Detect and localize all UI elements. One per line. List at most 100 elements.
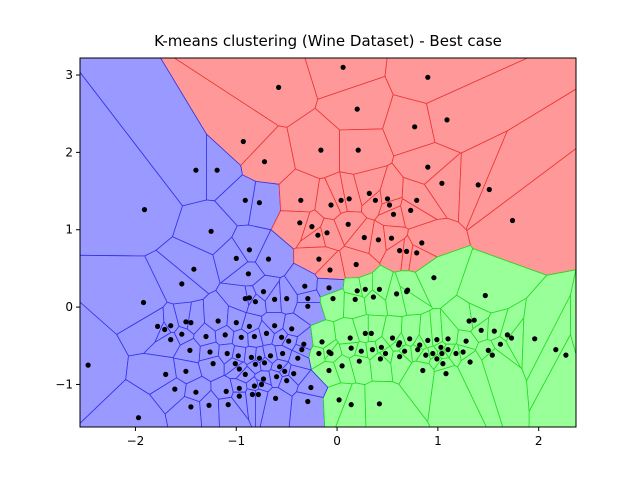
data-point <box>394 291 400 297</box>
data-point <box>336 397 342 403</box>
data-point <box>326 367 332 374</box>
data-point <box>345 221 351 227</box>
data-point <box>232 361 238 367</box>
data-point <box>460 349 466 355</box>
data-point <box>318 147 324 153</box>
data-point <box>277 364 283 370</box>
data-point <box>489 352 495 358</box>
x-tick-label: 2 <box>535 434 543 448</box>
data-point <box>497 341 503 347</box>
data-point <box>193 389 199 395</box>
data-point <box>261 159 268 165</box>
data-point <box>233 320 239 326</box>
data-point <box>485 347 491 353</box>
data-point <box>486 186 492 193</box>
data-point <box>208 228 214 234</box>
data-point <box>276 84 282 90</box>
data-point <box>242 296 248 302</box>
data-point <box>370 294 376 300</box>
data-point <box>162 326 168 333</box>
data-point <box>309 224 315 230</box>
data-point <box>272 296 278 302</box>
chart-title: K-means clustering (Wine Dataset) - Best… <box>154 32 502 50</box>
data-point <box>302 283 308 289</box>
data-point <box>508 335 515 341</box>
data-point <box>265 256 272 262</box>
voronoi-cell-green <box>390 350 413 385</box>
data-point <box>279 334 285 340</box>
data-point <box>439 180 445 186</box>
data-point <box>368 330 374 336</box>
data-point <box>348 402 354 408</box>
data-point <box>478 327 484 333</box>
data-point <box>396 342 402 348</box>
data-point <box>376 401 382 407</box>
data-point <box>246 247 252 253</box>
y-tick-label: 0 <box>65 300 73 314</box>
data-point <box>282 368 288 374</box>
data-point <box>404 289 410 295</box>
data-point <box>206 402 212 408</box>
voronoi-cell-green <box>457 350 504 427</box>
data-point <box>236 366 242 372</box>
data-point <box>348 345 354 351</box>
data-point <box>463 338 469 344</box>
data-point <box>425 74 431 80</box>
data-point <box>378 344 384 350</box>
data-point <box>353 261 359 268</box>
data-point <box>305 398 311 405</box>
data-point <box>434 337 440 343</box>
data-points <box>85 64 569 421</box>
data-point <box>376 286 382 292</box>
data-point <box>425 164 431 170</box>
x-tick-label: 0 <box>333 434 341 448</box>
data-point <box>439 350 445 357</box>
data-point <box>298 197 304 203</box>
data-point <box>183 319 189 325</box>
data-point <box>330 296 336 302</box>
data-point <box>358 348 364 354</box>
data-point <box>258 381 265 388</box>
data-point <box>491 328 497 334</box>
data-point <box>163 371 169 377</box>
data-point <box>362 330 368 336</box>
data-point <box>475 182 481 188</box>
data-point <box>430 350 436 357</box>
data-point <box>260 376 267 382</box>
data-point <box>188 320 194 326</box>
data-point <box>347 335 353 341</box>
data-point <box>553 347 559 353</box>
data-point <box>453 350 459 357</box>
data-point <box>252 299 258 305</box>
data-point <box>203 333 209 340</box>
data-point <box>415 347 421 353</box>
data-point <box>179 331 185 337</box>
data-point <box>412 124 418 130</box>
voronoi-cell-blue <box>80 379 169 427</box>
data-point <box>280 350 286 357</box>
data-point <box>404 248 410 254</box>
data-point <box>354 106 360 112</box>
data-point <box>179 281 185 287</box>
y-axis: −1 0 1 2 3 <box>55 68 80 391</box>
data-point <box>236 385 242 391</box>
voronoi-cell-green <box>570 269 576 356</box>
data-point <box>263 330 270 336</box>
data-point <box>414 197 420 203</box>
data-point <box>297 220 303 226</box>
data-point <box>187 347 193 353</box>
data-point <box>438 344 444 350</box>
data-point <box>444 117 450 123</box>
data-point <box>246 295 252 301</box>
voronoi-cell-blue <box>287 349 312 371</box>
data-point <box>375 237 381 243</box>
y-tick-label: 1 <box>65 223 73 237</box>
data-point <box>369 347 375 353</box>
data-point <box>215 318 221 324</box>
data-point <box>431 275 437 281</box>
data-point <box>324 230 330 236</box>
data-point <box>188 404 194 410</box>
data-point <box>85 362 91 368</box>
data-point <box>326 285 332 291</box>
